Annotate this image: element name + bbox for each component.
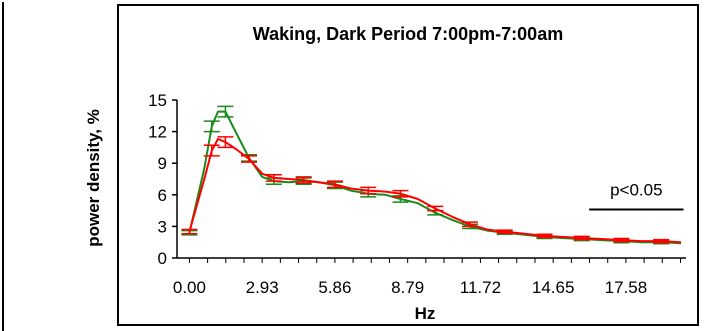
y-tick-label: 15 — [148, 91, 167, 110]
error-bar — [217, 136, 234, 149]
x-tick-label: 17.58 — [605, 278, 648, 297]
error-bar — [360, 186, 377, 195]
chart-title: Waking, Dark Period 7:00pm-7:00am — [253, 24, 563, 44]
error-bar — [392, 189, 409, 198]
series-line — [188, 138, 682, 244]
y-tick-label: 12 — [148, 123, 167, 142]
error-bar — [427, 205, 444, 212]
x-axis-ticks: 0.00 2.93 5.86 8.79 11.72 14.65 17.58 — [173, 258, 681, 297]
x-axis-title: Hz — [415, 304, 436, 323]
x-tick-label: 14.65 — [532, 278, 575, 297]
y-tick-label: 3 — [158, 217, 167, 236]
x-tick-label: 0.00 — [173, 278, 206, 297]
error-bar — [653, 238, 670, 244]
error-bar — [203, 144, 220, 157]
y-tick-label: 9 — [158, 154, 167, 173]
y-axis-title: power density, % — [84, 109, 103, 247]
x-tick-label: 2.93 — [246, 278, 279, 297]
series-layer — [181, 105, 682, 245]
error-bar — [461, 221, 478, 228]
series-1 — [181, 136, 682, 244]
error-bar — [265, 174, 282, 182]
error-bar — [217, 105, 234, 118]
error-bar — [326, 180, 343, 189]
error-bar — [573, 235, 590, 241]
y-tick-label: 0 — [158, 249, 167, 268]
error-bar — [241, 155, 258, 163]
x-tick-label: 5.86 — [318, 278, 351, 297]
x-tick-label: 8.79 — [391, 278, 424, 297]
significance-label: p<0.05 — [610, 181, 662, 200]
error-bar — [496, 229, 513, 234]
error-bar — [613, 237, 630, 243]
left-page-edge — [2, 2, 4, 331]
chart-border — [117, 4, 699, 326]
y-axis-ticks: 0 3 6 9 12 15 — [148, 91, 177, 268]
error-bar — [181, 228, 198, 235]
error-bar — [295, 176, 312, 184]
y-tick-label: 6 — [158, 186, 167, 205]
x-tick-label: 11.72 — [460, 278, 501, 297]
error-bar — [203, 120, 220, 133]
error-bar — [536, 233, 553, 239]
